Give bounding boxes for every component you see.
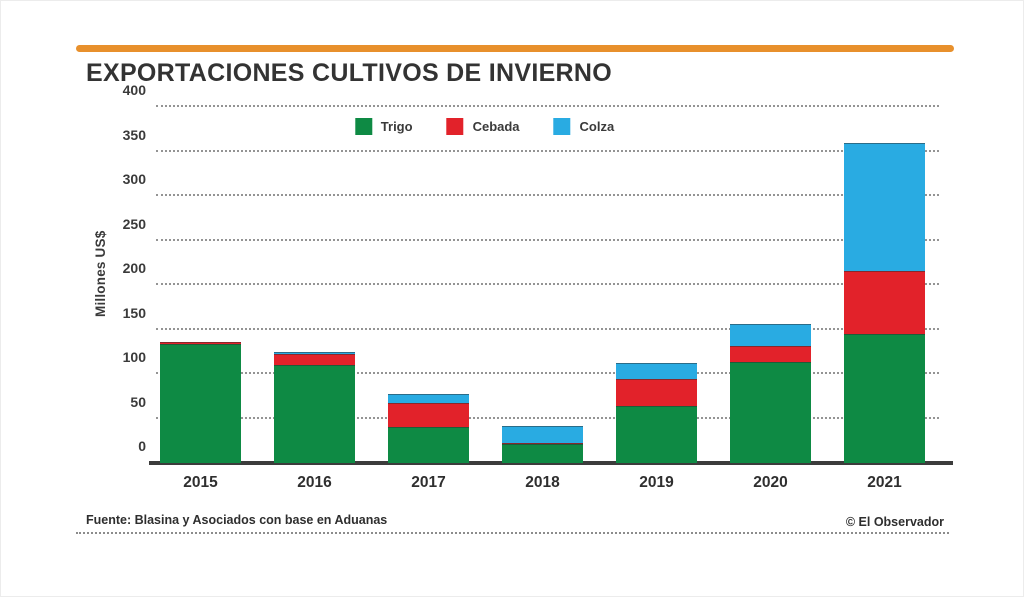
- bar-segment-trigo-2016: [274, 365, 355, 463]
- legend-label-trigo: Trigo: [380, 119, 413, 134]
- x-axis-label-2018: 2018: [525, 474, 560, 491]
- legend-label-colza: Colza: [579, 119, 615, 134]
- bar-segment-trigo-2017: [388, 426, 469, 463]
- y-tick-label-250: 250: [122, 215, 146, 232]
- bar-segment-cebada-2018: [502, 442, 583, 445]
- bar-segment-trigo-2020: [730, 362, 811, 463]
- bar-2017: [388, 107, 469, 463]
- publisher-credit: © El Observador: [845, 515, 944, 529]
- page-title: EXPORTACIONES CULTIVOS DE INVIERNO: [86, 59, 612, 87]
- y-axis-title: Millones US$: [93, 230, 108, 317]
- legend-swatch-trigo: [354, 118, 372, 135]
- bars-container: [160, 107, 925, 463]
- bar-2019: [616, 107, 697, 463]
- bar-segment-colza-2019: [616, 363, 697, 380]
- legend-swatch-cebada: [446, 118, 464, 135]
- bar-segment-trigo-2018: [502, 444, 583, 463]
- y-tick-label-300: 300: [122, 171, 146, 188]
- x-axis-label-2017: 2017: [411, 474, 446, 491]
- bar-2021: [844, 107, 925, 463]
- bar-segment-colza-2016: [274, 351, 355, 354]
- y-tick-label-350: 350: [122, 126, 146, 143]
- bar-segment-trigo-2021: [844, 333, 925, 463]
- chart-legend: Trigo Cebada Colza: [354, 118, 615, 135]
- accent-bar: [76, 45, 954, 52]
- legend-item-cebada: Cebada: [446, 118, 520, 135]
- bar-segment-colza-2017: [388, 393, 469, 403]
- y-tick-label-100: 100: [122, 349, 146, 366]
- source-note: Fuente: Blasina y Asociados con base en …: [86, 513, 388, 527]
- bar-segment-trigo-2015: [160, 343, 241, 463]
- bar-segment-trigo-2019: [616, 406, 697, 463]
- y-tick-label-0: 0: [138, 438, 146, 455]
- x-axis-label-2021: 2021: [867, 474, 902, 491]
- bar-segment-cebada-2020: [730, 345, 811, 363]
- legend-label-cebada: Cebada: [472, 119, 520, 134]
- bar-segment-cebada-2015: [160, 341, 241, 344]
- legend-item-colza: Colza: [553, 118, 615, 135]
- gridline-250: [156, 238, 939, 241]
- legend-swatch-colza: [553, 118, 571, 135]
- y-tick-label-200: 200: [122, 260, 146, 277]
- gridline-50: [156, 416, 939, 419]
- bar-segment-cebada-2017: [388, 402, 469, 427]
- x-axis-baseline: [149, 461, 953, 465]
- gridline-350: [156, 149, 939, 152]
- legend-item-trigo: Trigo: [354, 118, 413, 135]
- x-axis-label-2015: 2015: [183, 474, 218, 491]
- bar-2020: [730, 107, 811, 463]
- y-tick-label-150: 150: [122, 304, 146, 321]
- gridline-300: [156, 194, 939, 196]
- x-axis-labels: 2015 2016 2017 2018 2019 2020 2021: [160, 474, 925, 492]
- y-tick-label-400: 400: [122, 82, 146, 99]
- x-axis-label-2020: 2020: [753, 474, 788, 491]
- bar-segment-cebada-2019: [616, 379, 697, 407]
- bar-2016: [274, 107, 355, 463]
- bar-segment-colza-2020: [730, 324, 811, 346]
- gridline-400: [156, 105, 939, 107]
- bar-2015: [160, 107, 241, 463]
- x-axis-label-2016: 2016: [297, 474, 332, 491]
- y-tick-label-50: 50: [130, 393, 146, 410]
- bar-segment-cebada-2016: [274, 353, 355, 366]
- footer-divider: [76, 532, 949, 534]
- gridline-100: [156, 372, 939, 374]
- bar-2018: [502, 107, 583, 463]
- bar-segment-colza-2018: [502, 425, 583, 443]
- bar-segment-colza-2021: [844, 142, 925, 271]
- plot-area: 0 50 100 150 200 250 300 350 400 Trigo Cebada Colz…: [123, 82, 953, 491]
- bar-segment-cebada-2021: [844, 270, 925, 334]
- gridline-150: [156, 327, 939, 330]
- gridlines: 0 50 100 150 200 250 300 350 400: [123, 82, 939, 463]
- gridline-200: [156, 283, 939, 285]
- x-axis-label-2019: 2019: [639, 474, 674, 491]
